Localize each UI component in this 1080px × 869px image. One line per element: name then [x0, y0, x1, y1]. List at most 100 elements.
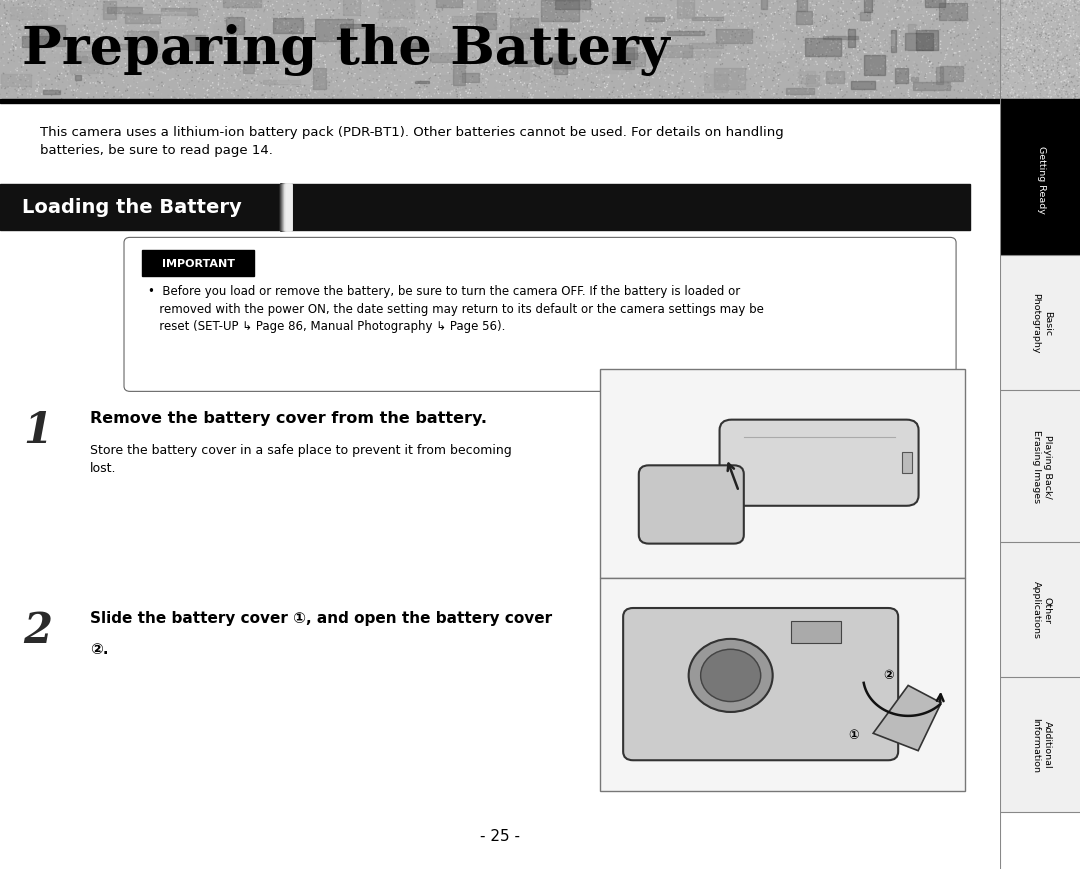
Point	[780, 40, 797, 54]
Point	[904, 16, 921, 30]
Point	[244, 6, 261, 20]
Point	[1067, 84, 1080, 98]
Point	[994, 46, 1011, 60]
Point	[243, 25, 260, 39]
Point	[187, 92, 204, 106]
Point	[585, 28, 603, 42]
Point	[701, 45, 718, 59]
Point	[98, 0, 116, 8]
Point	[905, 25, 922, 39]
Point	[386, 3, 403, 17]
Point	[623, 34, 640, 48]
Point	[802, 53, 820, 67]
Point	[699, 71, 716, 85]
Point	[232, 65, 249, 79]
Point	[503, 45, 521, 59]
Point	[1069, 62, 1080, 76]
Point	[193, 34, 211, 48]
Point	[589, 80, 606, 94]
Point	[805, 48, 822, 62]
Bar	[913, 7, 924, 14]
Point	[1048, 0, 1065, 14]
Point	[729, 30, 746, 44]
Point	[551, 43, 568, 56]
Point	[197, 0, 214, 14]
Point	[373, 83, 390, 97]
Point	[114, 22, 132, 36]
Point	[146, 0, 163, 12]
Point	[79, 87, 96, 101]
Point	[764, 0, 781, 10]
Point	[421, 22, 438, 36]
Point	[501, 66, 518, 80]
Point	[872, 65, 889, 79]
Point	[455, 13, 472, 27]
Point	[942, 66, 959, 80]
Point	[154, 80, 172, 94]
Point	[609, 13, 626, 27]
Point	[1000, 10, 1017, 23]
Point	[999, 55, 1016, 69]
Point	[373, 30, 390, 44]
Point	[613, 87, 631, 101]
Point	[832, 37, 849, 51]
Point	[448, 19, 465, 33]
Point	[280, 34, 297, 48]
Point	[654, 23, 672, 36]
Point	[261, 68, 279, 82]
Point	[862, 92, 879, 106]
Point	[238, 76, 255, 90]
Point	[153, 76, 171, 90]
Point	[460, 87, 477, 101]
Point	[403, 55, 420, 69]
Point	[443, 2, 460, 16]
Point	[810, 76, 827, 90]
Point	[24, 88, 41, 102]
Point	[140, 30, 158, 44]
Point	[982, 48, 999, 62]
Point	[1037, 83, 1054, 96]
Point	[1054, 64, 1071, 78]
Point	[1015, 88, 1032, 102]
Point	[463, 23, 481, 37]
Point	[635, 78, 652, 92]
Point	[351, 27, 368, 41]
Point	[460, 41, 477, 55]
Point	[616, 77, 633, 91]
Point	[970, 62, 987, 76]
Point	[677, 85, 694, 99]
Point	[141, 11, 159, 25]
Point	[160, 55, 177, 69]
Point	[55, 63, 72, 77]
Point	[523, 44, 540, 58]
Point	[993, 32, 1010, 46]
Point	[824, 3, 841, 17]
Point	[276, 10, 294, 24]
Point	[472, 17, 489, 31]
Point	[793, 41, 810, 55]
Point	[893, 45, 910, 59]
Point	[717, 78, 734, 92]
Point	[197, 42, 214, 56]
Point	[579, 71, 596, 85]
Point	[335, 91, 352, 105]
Point	[604, 43, 621, 57]
Point	[259, 11, 276, 25]
Point	[602, 0, 619, 8]
Point	[687, 50, 704, 63]
Point	[96, 44, 113, 58]
Point	[97, 6, 114, 20]
Point	[444, 0, 461, 10]
Point	[45, 0, 63, 13]
Point	[495, 6, 512, 20]
Point	[879, 35, 896, 49]
Point	[1002, 7, 1020, 21]
Point	[789, 10, 807, 24]
Point	[11, 28, 28, 42]
Point	[850, 64, 867, 78]
Point	[227, 70, 244, 83]
Point	[75, 52, 92, 66]
Point	[489, 54, 507, 68]
Point	[920, 34, 937, 48]
Point	[157, 60, 174, 74]
